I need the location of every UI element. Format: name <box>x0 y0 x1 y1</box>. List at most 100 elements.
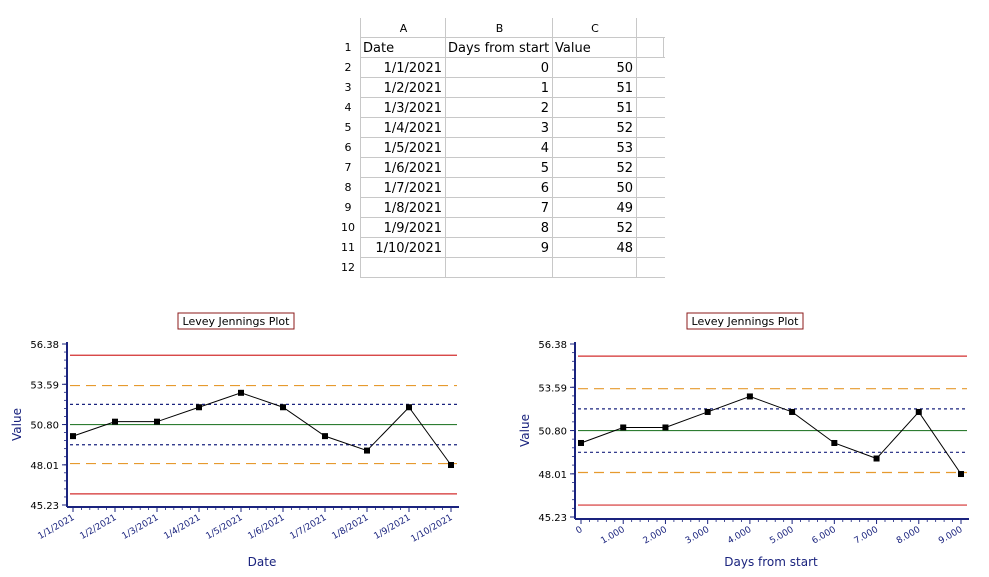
y-axis-label: Value <box>518 414 532 447</box>
grid-line-h <box>361 157 665 158</box>
header-cell[interactable]: Days from start <box>448 41 550 56</box>
row-number[interactable]: 2 <box>344 61 352 74</box>
data-cell[interactable]: 51 <box>616 101 633 116</box>
x-tick-label: 8.000 <box>895 525 923 547</box>
data-point <box>789 408 796 415</box>
x-tick-label: 7.000 <box>853 525 881 547</box>
grid-line-h <box>361 77 665 78</box>
x-tick-label: 1/9/2021 <box>372 513 412 542</box>
data-point <box>280 404 286 411</box>
data-cell[interactable]: 5 <box>540 161 549 176</box>
data-cell[interactable]: 1/3/2021 <box>383 101 442 116</box>
grid-line-h <box>361 257 665 258</box>
grid-line-v <box>636 18 637 278</box>
column-header-c[interactable]: C <box>591 22 599 35</box>
y-tick-label: 50.80 <box>30 421 59 432</box>
data-cell[interactable]: 1/2/2021 <box>383 81 442 96</box>
x-tick-label: 2.000 <box>642 525 670 547</box>
row-number[interactable]: 11 <box>341 241 355 254</box>
data-cell[interactable]: 1/10/2021 <box>375 241 442 256</box>
data-cell[interactable]: 52 <box>616 121 633 136</box>
y-tick-label: 45.23 <box>538 513 567 524</box>
data-point <box>662 424 669 431</box>
data-cell[interactable]: 8 <box>540 221 549 236</box>
row-number[interactable]: 9 <box>344 201 352 214</box>
y-tick-label: 53.59 <box>30 380 59 391</box>
x-axis-label: Date <box>248 555 277 569</box>
data-cell[interactable]: 1 <box>540 81 549 96</box>
y-tick-label: 48.01 <box>538 470 567 481</box>
grid-line-h <box>361 57 665 58</box>
row-number[interactable]: 1 <box>344 41 352 54</box>
x-tick-label: 1/6/2021 <box>246 513 286 542</box>
column-header-a[interactable]: A <box>399 22 408 35</box>
grid-line-v <box>360 18 361 278</box>
data-cell[interactable]: 49 <box>616 201 633 216</box>
data-cell[interactable]: 52 <box>616 221 633 236</box>
data-cell[interactable]: 9 <box>540 241 549 256</box>
chart-title-box <box>686 312 804 330</box>
data-cell[interactable]: 1/6/2021 <box>383 161 442 176</box>
row-number[interactable]: 3 <box>344 81 352 94</box>
data-cell[interactable]: 1/7/2021 <box>383 181 442 196</box>
data-cell[interactable]: 50 <box>616 181 633 196</box>
y-tick-label: 45.23 <box>30 501 59 512</box>
grid-line-h <box>361 137 665 138</box>
data-cell[interactable]: 0 <box>540 61 549 76</box>
data-point <box>322 433 328 440</box>
row-number[interactable]: 5 <box>344 121 352 134</box>
data-cell[interactable]: 50 <box>616 61 633 76</box>
x-tick-label: 1/5/2021 <box>204 513 244 542</box>
grid-line-h <box>361 97 665 98</box>
data-cell[interactable]: 1/9/2021 <box>383 221 442 236</box>
y-tick-label: 50.80 <box>538 427 567 438</box>
data-point <box>406 404 412 411</box>
data-cell[interactable]: 51 <box>616 81 633 96</box>
data-series-line <box>72 392 452 466</box>
row-number[interactable]: 6 <box>344 141 352 154</box>
row-number[interactable]: 12 <box>341 261 355 274</box>
data-cell[interactable]: 1/1/2021 <box>383 61 442 76</box>
y-axis-label: Value <box>10 408 24 441</box>
data-point <box>112 418 118 425</box>
data-cell[interactable]: 1/5/2021 <box>383 141 442 156</box>
data-cell[interactable]: 4 <box>540 141 549 156</box>
grid-line-h <box>361 237 665 238</box>
row-number[interactable]: 8 <box>344 181 352 194</box>
data-series-line <box>580 395 962 475</box>
data-cell[interactable]: 1/4/2021 <box>383 121 442 136</box>
y-tick-label: 56.38 <box>538 340 567 351</box>
data-cell[interactable]: 52 <box>616 161 633 176</box>
data-point <box>70 433 76 440</box>
y-tick-label: 53.59 <box>538 383 567 394</box>
x-tick-label: 1/8/2021 <box>330 513 370 542</box>
grid-line-h <box>361 177 665 178</box>
row-number[interactable]: 7 <box>344 161 352 174</box>
header-cell[interactable]: Value <box>555 41 591 56</box>
row-number[interactable]: 4 <box>344 101 352 114</box>
data-point <box>704 408 711 415</box>
data-point <box>831 439 838 446</box>
data-cell[interactable]: 2 <box>540 101 549 116</box>
data-point <box>448 462 454 469</box>
data-point <box>915 408 922 415</box>
levey-jennings-chart-days: Levey Jennings Plot 45.23 48.01 50.80 53.59 5… <box>518 312 969 569</box>
y-tick-label: 56.38 <box>30 340 59 351</box>
x-tick-label: 1.000 <box>599 525 627 547</box>
data-point <box>873 455 880 462</box>
data-cell[interactable]: 1/8/2021 <box>383 201 442 216</box>
data-cell[interactable]: 53 <box>616 141 633 156</box>
header-cell[interactable]: Date <box>363 41 395 56</box>
column-header-b[interactable]: B <box>495 22 504 35</box>
data-cell[interactable]: 7 <box>540 201 549 216</box>
data-point <box>364 447 370 454</box>
data-cell[interactable]: 3 <box>540 121 549 136</box>
data-point <box>958 471 964 478</box>
data-cell[interactable]: 48 <box>616 241 633 256</box>
levey-jennings-chart-date: Levey Jennings Plot 45.23 48.01 50.80 53.59 5… <box>10 312 459 569</box>
data-point <box>196 404 202 411</box>
x-tick-label: 5.000 <box>768 525 796 547</box>
data-cell[interactable]: 6 <box>540 181 549 196</box>
row-number[interactable]: 10 <box>341 221 355 234</box>
grid-line-h <box>361 37 665 38</box>
